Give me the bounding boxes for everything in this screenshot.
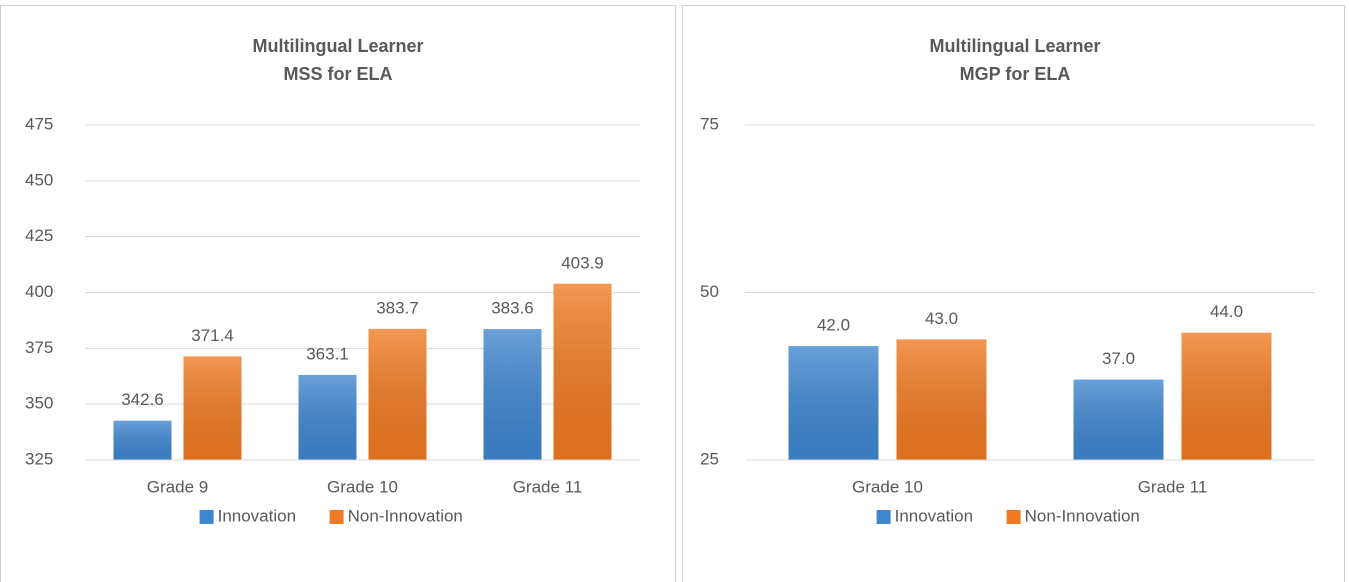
bar xyxy=(1073,379,1164,460)
bar xyxy=(788,346,879,460)
bar xyxy=(113,420,172,460)
legend-swatch xyxy=(199,510,214,524)
chart-title: Multilingual Learner xyxy=(929,36,1100,56)
x-tick-label: Grade 11 xyxy=(1138,477,1208,496)
bar xyxy=(483,329,542,460)
data-label: 43.0 xyxy=(925,309,958,328)
bar xyxy=(1181,332,1272,460)
y-tick-label: 325 xyxy=(25,449,53,468)
legend-swatch xyxy=(329,510,344,524)
bar xyxy=(368,328,427,460)
legend-label: Innovation xyxy=(895,506,973,525)
bar xyxy=(298,374,357,460)
y-tick-label: 450 xyxy=(25,170,53,189)
data-label: 383.7 xyxy=(376,298,419,317)
y-tick-label: 400 xyxy=(25,282,53,301)
data-label: 383.6 xyxy=(491,299,534,318)
legend-swatch xyxy=(876,510,891,524)
bar xyxy=(183,356,242,460)
bar xyxy=(896,339,987,460)
x-tick-label: Grade 10 xyxy=(852,477,923,496)
y-tick-label: 25 xyxy=(700,449,719,468)
x-tick-label: Grade 9 xyxy=(147,477,208,496)
legend-swatch xyxy=(1006,510,1021,524)
legend-label: Non-Innovation xyxy=(348,506,463,525)
legend-label: Innovation xyxy=(218,506,296,525)
y-tick-label: 50 xyxy=(700,282,719,301)
x-tick-label: Grade 10 xyxy=(327,477,398,496)
y-tick-label: 425 xyxy=(25,226,53,245)
y-tick-label: 75 xyxy=(700,114,719,133)
panel-border xyxy=(682,5,1345,582)
data-label: 37.0 xyxy=(1102,349,1135,368)
legend-label: Non-Innovation xyxy=(1025,506,1140,525)
y-tick-label: 350 xyxy=(25,394,53,413)
data-label: 371.4 xyxy=(191,326,234,345)
y-tick-label: 475 xyxy=(25,114,53,133)
chart-title: MGP for ELA xyxy=(960,64,1071,84)
chart-title: Multilingual Learner xyxy=(252,36,423,56)
data-label: 403.9 xyxy=(561,253,604,272)
data-label: 42.0 xyxy=(817,316,850,335)
bar xyxy=(553,283,612,460)
data-label: 44.0 xyxy=(1210,302,1243,321)
panel-border xyxy=(0,5,676,582)
data-label: 363.1 xyxy=(306,344,349,363)
data-label: 342.6 xyxy=(121,390,164,409)
y-tick-label: 375 xyxy=(25,338,53,357)
chart-title: MSS for ELA xyxy=(283,64,392,84)
x-tick-label: Grade 11 xyxy=(513,477,583,496)
